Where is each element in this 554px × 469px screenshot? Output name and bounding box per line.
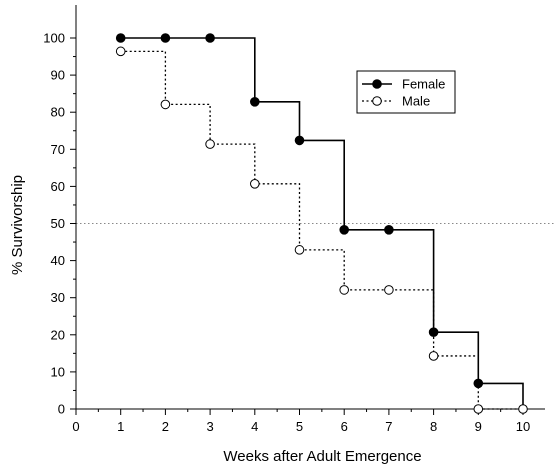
data-point-female: [428, 327, 439, 338]
y-tick-label: 80: [51, 105, 65, 120]
y-tick-label: 50: [51, 216, 65, 231]
legend-box: [356, 70, 456, 114]
data-point-female: [384, 225, 394, 235]
data-point-male: [205, 139, 215, 149]
x-tick-label: 3: [206, 419, 213, 434]
y-tick-label: 40: [51, 253, 65, 268]
data-point-female: [250, 97, 260, 107]
series-group: [115, 33, 528, 414]
legend-label-female: Female: [402, 77, 445, 92]
x-tick-label: 10: [516, 419, 530, 434]
x-tick-label: 5: [296, 419, 303, 434]
axes: 0 10 20 30 40 50 60 70 80 90 100 0 1 2 3 4 5 6 7 8 9 10: [43, 5, 545, 434]
data-point-female: [205, 33, 215, 43]
data-point-male: [160, 99, 171, 110]
data-point-male: [115, 46, 126, 57]
data-point-male: [384, 285, 394, 295]
y-tick-label: 60: [51, 179, 65, 194]
legend-label-male: Male: [402, 94, 430, 109]
data-point-female: [160, 33, 171, 43]
data-point-male: [294, 245, 305, 255]
x-tick-label: 2: [162, 419, 169, 434]
x-tick-label: 7: [385, 419, 392, 434]
data-point-male: [518, 404, 528, 414]
data-point-female: [294, 135, 305, 146]
data-point-male: [473, 404, 484, 414]
y-axis-title: % Survivorship: [9, 175, 26, 275]
legend-marker-male: [372, 96, 382, 106]
x-axis-title: Weeks after Adult Emergence: [223, 448, 421, 465]
x-tick-label: 4: [251, 419, 258, 434]
y-tick-label: 90: [51, 68, 65, 83]
y-tick-label: 10: [51, 364, 65, 379]
x-tick-label: 1: [117, 419, 124, 434]
y-tick-label: 0: [58, 402, 65, 417]
data-point-male: [250, 179, 260, 189]
x-tick-label: 6: [341, 419, 348, 434]
y-tick-label: 100: [43, 31, 65, 46]
x-tick-label: 9: [475, 419, 482, 434]
data-point-female: [115, 33, 126, 43]
legend: Female Male: [356, 70, 456, 114]
y-tick-label: 30: [51, 290, 65, 305]
x-tick-label: 8: [430, 419, 437, 434]
data-point-female: [339, 225, 350, 235]
x-tick-label: 0: [72, 419, 79, 434]
y-tick-label: 20: [51, 327, 65, 342]
data-point-male: [339, 285, 350, 295]
series-line-female: [120, 37, 524, 409]
legend-marker-female: [372, 79, 382, 89]
y-tick-label: 70: [51, 142, 65, 157]
data-point-male: [428, 351, 439, 361]
series-line-male: [120, 50, 523, 410]
